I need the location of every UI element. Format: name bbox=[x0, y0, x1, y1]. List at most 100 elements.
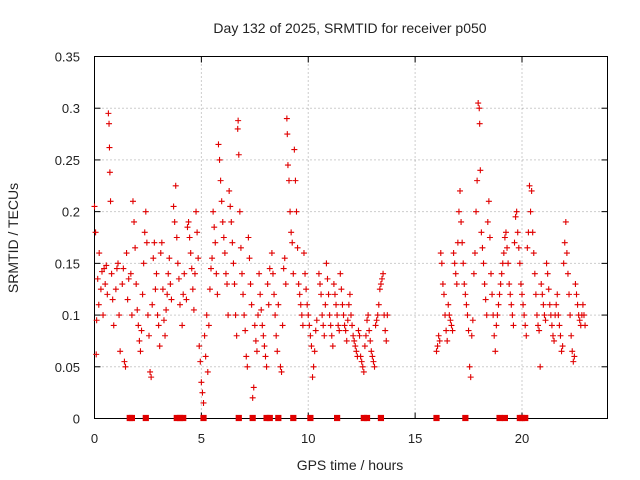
data-point bbox=[175, 275, 182, 282]
data-point bbox=[553, 301, 560, 308]
data-point bbox=[496, 291, 503, 298]
data-point bbox=[331, 291, 338, 298]
x-tick-label: 15 bbox=[408, 431, 422, 446]
data-point bbox=[199, 389, 206, 396]
data-point bbox=[546, 301, 553, 308]
data-point bbox=[559, 343, 566, 350]
data-point bbox=[262, 353, 269, 360]
data-point bbox=[143, 239, 150, 246]
data-point bbox=[493, 322, 500, 329]
data-point bbox=[210, 208, 217, 215]
data-point bbox=[129, 198, 136, 205]
data-point bbox=[164, 291, 171, 298]
data-point bbox=[564, 270, 571, 277]
y-tick-label: 0.35 bbox=[55, 50, 80, 65]
y-tick-label: 0.05 bbox=[55, 360, 80, 375]
data-point bbox=[144, 312, 151, 319]
data-point bbox=[514, 229, 521, 236]
data-point bbox=[179, 322, 186, 329]
data-point bbox=[554, 291, 561, 298]
data-point bbox=[155, 322, 162, 329]
data-point bbox=[560, 260, 567, 267]
data-point bbox=[484, 218, 491, 225]
data-point bbox=[481, 281, 488, 288]
data-point bbox=[224, 281, 231, 288]
data-point bbox=[368, 348, 375, 355]
data-point bbox=[131, 218, 138, 225]
data-point bbox=[511, 239, 518, 246]
data-point bbox=[95, 301, 102, 308]
data-point bbox=[154, 312, 161, 319]
data-point bbox=[464, 312, 471, 319]
data-point bbox=[309, 374, 316, 381]
data-point bbox=[142, 208, 149, 215]
x-tick-label: 0 bbox=[91, 431, 98, 446]
data-point bbox=[218, 198, 225, 205]
data-point bbox=[295, 281, 302, 288]
data-point bbox=[135, 322, 142, 329]
data-point bbox=[367, 337, 374, 344]
data-point bbox=[128, 312, 135, 319]
zero-marker bbox=[142, 414, 149, 422]
data-point bbox=[299, 322, 306, 329]
zero-marker bbox=[462, 414, 469, 422]
data-point bbox=[528, 187, 535, 194]
data-point bbox=[172, 182, 179, 189]
data-point bbox=[109, 296, 116, 303]
data-point bbox=[548, 322, 555, 329]
data-point bbox=[300, 250, 307, 257]
data-point bbox=[116, 312, 123, 319]
data-point bbox=[265, 301, 272, 308]
data-point bbox=[107, 198, 114, 205]
data-point bbox=[465, 327, 472, 334]
data-point bbox=[457, 187, 464, 194]
data-point bbox=[469, 317, 476, 324]
data-point bbox=[173, 234, 180, 241]
data-point bbox=[439, 281, 446, 288]
data-point bbox=[228, 218, 235, 225]
data-point bbox=[268, 250, 275, 257]
data-point bbox=[205, 322, 212, 329]
data-point bbox=[207, 265, 214, 272]
data-point bbox=[510, 322, 517, 329]
data-point bbox=[477, 167, 484, 174]
data-point bbox=[183, 296, 190, 303]
data-point bbox=[317, 281, 324, 288]
data-point bbox=[97, 286, 104, 293]
data-point bbox=[537, 363, 544, 370]
data-point bbox=[337, 270, 344, 277]
data-point bbox=[153, 270, 160, 277]
data-point bbox=[241, 312, 248, 319]
data-point bbox=[149, 301, 156, 308]
data-point bbox=[433, 348, 440, 355]
data-point bbox=[357, 353, 364, 360]
data-point bbox=[476, 105, 483, 112]
data-point bbox=[226, 187, 233, 194]
data-point bbox=[563, 250, 570, 257]
data-point bbox=[120, 265, 127, 272]
data-point bbox=[230, 260, 237, 267]
data-point bbox=[360, 368, 367, 375]
data-point bbox=[545, 286, 552, 293]
data-point bbox=[382, 327, 389, 334]
data-point bbox=[434, 343, 441, 350]
data-point bbox=[479, 244, 486, 251]
data-point bbox=[284, 162, 291, 169]
data-point bbox=[489, 291, 496, 298]
data-point bbox=[311, 348, 318, 355]
data-point bbox=[467, 374, 474, 381]
data-point bbox=[234, 125, 241, 132]
data-point bbox=[541, 312, 548, 319]
data-point bbox=[516, 260, 523, 267]
zero-marker bbox=[290, 414, 297, 422]
zero-marker bbox=[275, 414, 282, 422]
data-point bbox=[168, 296, 175, 303]
data-point bbox=[108, 270, 115, 277]
x-tick-labels: 0 5 10 15 20 bbox=[91, 431, 529, 446]
data-point bbox=[170, 203, 177, 210]
data-point bbox=[376, 286, 383, 293]
data-point bbox=[286, 177, 293, 184]
data-point bbox=[186, 234, 193, 241]
zero-marker bbox=[377, 414, 385, 422]
data-point bbox=[235, 151, 242, 158]
